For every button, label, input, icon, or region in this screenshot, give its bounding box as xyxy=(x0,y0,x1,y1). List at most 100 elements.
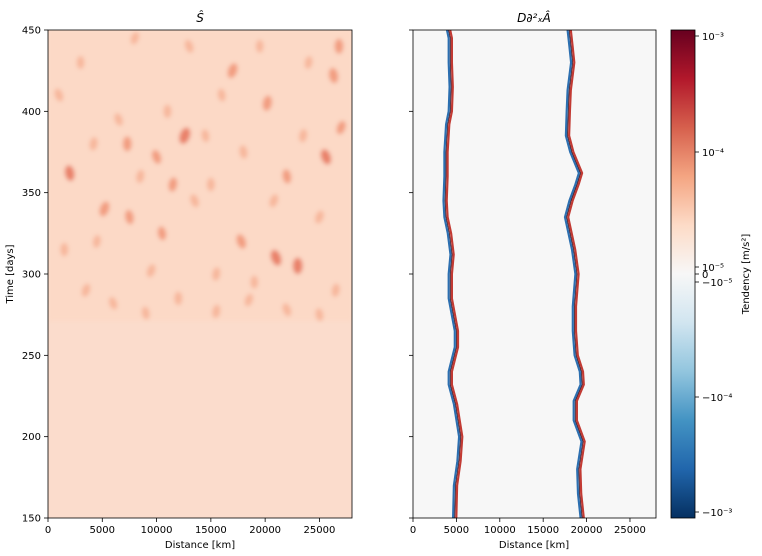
y-tick-label: 150 xyxy=(22,514,41,525)
right-y-ticks xyxy=(409,29,413,519)
x-tick-label: 0 xyxy=(410,525,416,536)
heatmap-blob xyxy=(141,306,150,320)
heatmap-blob xyxy=(262,95,273,111)
y-tick-label: 250 xyxy=(22,351,41,362)
heatmap-blob xyxy=(146,264,156,278)
heatmap-blob xyxy=(292,257,303,275)
heatmap-blob xyxy=(76,56,85,70)
x-tick-label: 15000 xyxy=(195,525,227,536)
heatmap-blob xyxy=(314,210,324,224)
heatmap-blob xyxy=(250,275,259,289)
right-x-axis-label: Distance [km] xyxy=(499,540,569,551)
heatmap-blob xyxy=(282,169,292,184)
y-tick-label: 450 xyxy=(22,26,41,37)
heatmap-blob xyxy=(201,129,210,143)
heatmap-blob xyxy=(108,297,118,310)
colorbar-tick-label: 10⁻³ xyxy=(702,32,724,43)
heatmap-blob xyxy=(99,201,110,217)
heatmap-blob xyxy=(124,209,134,225)
heatmap-blob xyxy=(206,177,215,192)
heatmap-blob xyxy=(212,304,221,319)
heatmap-blob xyxy=(255,39,264,53)
y-tick-label: 400 xyxy=(22,107,41,118)
right-plot-title: D∂²ₓÂ xyxy=(517,10,551,25)
heatmap-blob xyxy=(282,303,292,317)
colorbar-tick-label: −10⁻³ xyxy=(702,508,732,519)
heatmap-blob xyxy=(89,137,98,151)
colorbar-tick-label: 10⁻⁴ xyxy=(702,148,724,159)
y-tick-label: 350 xyxy=(22,188,41,199)
heatmap-blob xyxy=(184,39,194,53)
heatmap-blob xyxy=(179,127,191,144)
colorbar-tick-label: 0 xyxy=(702,270,708,281)
heatmap-blob xyxy=(163,104,172,119)
heatmap-blob xyxy=(315,308,324,322)
right-plot-background xyxy=(413,30,656,518)
heatmap-blob xyxy=(81,283,91,297)
heatmap-blob xyxy=(244,293,254,307)
colorbar-gradient xyxy=(670,29,696,519)
front-1-positive-line xyxy=(445,30,464,518)
right-x-ticks: 0 5000 10000 15000 20000 25000 xyxy=(410,518,646,536)
x-tick-label: 0 xyxy=(45,525,51,536)
front-2-positive-line xyxy=(567,30,586,518)
left-x-ticks: 0 5000 10000 15000 20000 25000 xyxy=(45,518,336,536)
heatmap-blob xyxy=(269,194,279,208)
heatmap-blob xyxy=(236,234,247,249)
heatmap-blob xyxy=(212,267,221,281)
x-tick-label: 20000 xyxy=(571,525,603,536)
right-panel: D∂²ₓÂ 0 5000 10000 15000 20000 25000 Distance… xyxy=(409,10,657,551)
heatmap-blob xyxy=(304,56,313,69)
left-y-ticks: 150 200 250 300 350 400 450 xyxy=(22,26,48,525)
heatmap-blob xyxy=(136,169,145,184)
heatmap-blob xyxy=(331,283,340,297)
heatmap-blob xyxy=(334,38,344,54)
heatmap-blob xyxy=(130,31,140,45)
heatmap-blob xyxy=(64,165,75,182)
left-y-axis-label: Time [days] xyxy=(5,244,16,304)
x-tick-label: 25000 xyxy=(614,525,646,536)
x-tick-label: 15000 xyxy=(527,525,559,536)
heatmap-blob xyxy=(217,88,226,102)
x-tick-label: 25000 xyxy=(304,525,336,536)
front-2-negative-line xyxy=(563,30,583,518)
front-1-core-line xyxy=(444,30,462,518)
heatmap-blob xyxy=(168,177,178,192)
left-x-axis-label: Distance [km] xyxy=(165,540,235,551)
heatmap-blob xyxy=(122,136,132,152)
front-1-negative-line xyxy=(442,30,461,518)
y-tick-label: 300 xyxy=(22,270,41,281)
colorbar-tick-label: 10⁻⁵ xyxy=(702,263,724,274)
heatmap-blob xyxy=(336,120,346,135)
y-tick-label: 200 xyxy=(22,432,41,443)
heatmap-blob xyxy=(92,235,101,248)
colorbar-tick-label: −10⁻⁵ xyxy=(702,278,732,289)
heatmap-blob xyxy=(190,194,200,208)
colorbar: 10⁻³ 10⁻⁴ 10⁻⁵0−10⁻⁵ −10⁻⁴ −10⁻³ Tendency [m… xyxy=(670,29,752,519)
heatmap-blob xyxy=(157,226,167,241)
x-tick-label: 5000 xyxy=(90,525,115,536)
heatmap-blob xyxy=(60,242,69,257)
x-tick-label: 20000 xyxy=(249,525,281,536)
heatmap-blob xyxy=(227,63,238,79)
heatmap-blob xyxy=(270,249,282,266)
x-tick-label: 10000 xyxy=(484,525,516,536)
heatmap-blob xyxy=(328,67,339,84)
colorbar-ticks: 10⁻³ 10⁻⁴ 10⁻⁵0−10⁻⁵ −10⁻⁴ −10⁻³ xyxy=(695,32,732,519)
x-tick-label: 5000 xyxy=(444,525,469,536)
right-heatmap-fronts xyxy=(442,30,586,518)
heatmap-blob xyxy=(54,88,64,102)
heatmap-blob xyxy=(320,149,332,165)
front-2-core-line xyxy=(566,30,584,518)
colorbar-label: Tendency [m/s²] xyxy=(741,234,752,316)
colorbar-tick-label: −10⁻⁴ xyxy=(702,393,732,404)
heatmap-blob xyxy=(114,113,123,126)
heatmap-blob xyxy=(174,291,183,306)
left-active-region xyxy=(48,30,352,322)
x-tick-label: 10000 xyxy=(141,525,173,536)
heatmap-blob xyxy=(298,129,308,143)
left-heatmap-blobs xyxy=(48,30,352,322)
left-plot-title: Ŝ xyxy=(196,10,204,25)
left-panel: Ŝ 0 5000 10000 15000 20000 25000 150 200 250 300… xyxy=(5,10,353,551)
